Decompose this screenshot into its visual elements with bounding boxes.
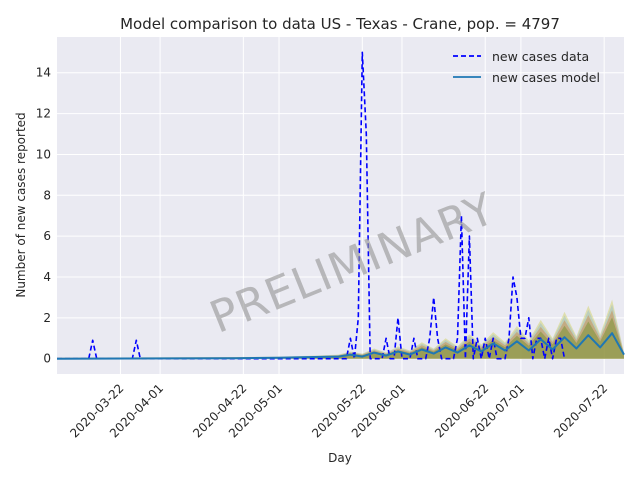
grid xyxy=(57,37,624,374)
y-tick-label: 0 xyxy=(43,352,51,366)
legend: new cases data new cases model xyxy=(453,49,600,85)
model-band-0 xyxy=(57,299,624,359)
chart-title: Model comparison to data US - Texas - Cr… xyxy=(120,15,560,33)
y-tick-label: 6 xyxy=(43,229,51,243)
legend-model-label: new cases model xyxy=(492,70,600,85)
legend-data-label: new cases data xyxy=(492,49,589,64)
y-axis-label: Number of new cases reported xyxy=(14,112,28,297)
model-series-line xyxy=(56,332,625,360)
y-tick-label: 10 xyxy=(36,147,51,161)
y-tick-label: 4 xyxy=(43,270,51,284)
y-tick-label: 2 xyxy=(43,311,51,325)
y-tick-label: 14 xyxy=(36,66,51,80)
x-tick-label: 2020-07-22 xyxy=(551,381,610,440)
model-uncertainty-bands xyxy=(57,299,624,359)
x-axis-label: Day xyxy=(328,451,352,465)
y-tick-labels: 0 2 4 6 8 10 12 14 xyxy=(36,66,51,366)
y-tick-label: 12 xyxy=(36,107,51,121)
series-lines xyxy=(56,51,625,360)
model-band-1 xyxy=(57,304,624,359)
y-tick-label: 8 xyxy=(43,188,51,202)
model-band-3 xyxy=(57,317,624,359)
model-band-2 xyxy=(57,310,624,359)
data-series-line xyxy=(57,51,566,360)
